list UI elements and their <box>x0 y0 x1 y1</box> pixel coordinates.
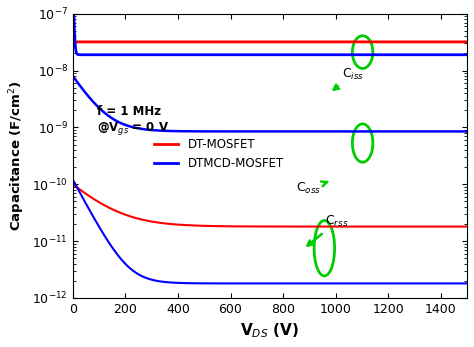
X-axis label: V$_{DS}$ (V): V$_{DS}$ (V) <box>240 321 300 340</box>
Text: C$_{oss}$: C$_{oss}$ <box>296 181 328 196</box>
Text: f = 1 MHz
@V$_{gs}$ = 0 V: f = 1 MHz @V$_{gs}$ = 0 V <box>97 105 169 137</box>
Y-axis label: Capacitance (F/cm$^2$): Capacitance (F/cm$^2$) <box>7 81 27 231</box>
Legend: DT-MOSFET, DTMCD-MOSFET: DT-MOSFET, DTMCD-MOSFET <box>150 133 289 175</box>
Text: C$_{iss}$: C$_{iss}$ <box>334 67 365 90</box>
Text: C$_{rss}$: C$_{rss}$ <box>308 214 348 246</box>
